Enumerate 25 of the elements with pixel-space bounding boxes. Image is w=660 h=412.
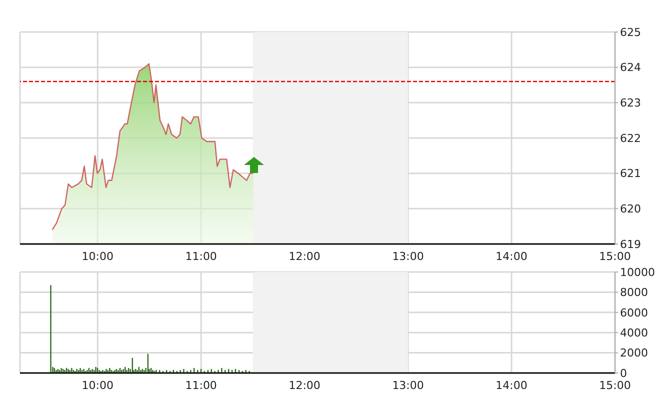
y-tick-label: 623: [620, 96, 641, 110]
x-tick-label: 11:00: [185, 250, 217, 263]
x-tick-label: 11:00: [185, 378, 217, 392]
y-tick-label: 619: [620, 238, 641, 251]
y-tick-label: 4000: [620, 326, 648, 340]
y-tick-label: 2000: [620, 346, 648, 360]
y-tick-label: 8000: [620, 286, 648, 300]
y-tick-label: 625: [620, 26, 641, 39]
y-tick-label: 624: [620, 61, 641, 74]
x-tick-label: 15:00: [599, 378, 631, 392]
y-tick-label: 620: [620, 202, 641, 216]
x-tick-label: 10:00: [82, 378, 114, 392]
y-tick-label: 0: [620, 366, 627, 380]
y-tick-label: 10000: [620, 266, 655, 279]
x-tick-label: 12:00: [288, 250, 320, 263]
x-tick-label: 14:00: [496, 378, 528, 392]
x-tick-label: 14:00: [496, 250, 528, 263]
y-tick-label: 621: [620, 167, 641, 180]
x-tick-label: 13:00: [392, 250, 424, 263]
x-tick-label: 15:00: [599, 250, 631, 263]
x-tick-label: 13:00: [392, 378, 424, 392]
y-tick-label: 6000: [620, 306, 648, 320]
x-tick-label: 10:00: [82, 250, 114, 263]
y-tick-label: 622: [620, 132, 641, 145]
x-tick-label: 12:00: [288, 378, 320, 392]
